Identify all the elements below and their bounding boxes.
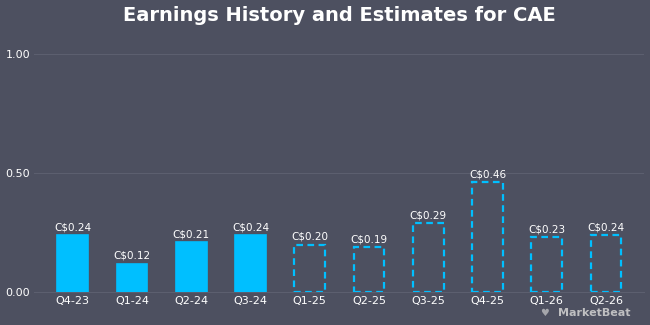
- Bar: [294, 244, 325, 292]
- Text: C$0.21: C$0.21: [173, 229, 210, 239]
- Bar: [117, 264, 148, 292]
- Text: MarketBeat: MarketBeat: [558, 308, 630, 318]
- Bar: [413, 223, 444, 292]
- Bar: [235, 235, 266, 292]
- Bar: [176, 242, 207, 292]
- Bar: [591, 235, 621, 292]
- Text: C$0.24: C$0.24: [232, 222, 269, 232]
- Text: ♥: ♥: [541, 308, 549, 318]
- Bar: [57, 235, 88, 292]
- Bar: [531, 237, 562, 292]
- Text: C$0.12: C$0.12: [114, 251, 151, 261]
- Text: C$0.19: C$0.19: [350, 234, 387, 244]
- Text: C$0.24: C$0.24: [588, 222, 625, 232]
- Text: C$0.24: C$0.24: [55, 222, 92, 232]
- Text: C$0.20: C$0.20: [291, 232, 328, 242]
- Text: C$0.23: C$0.23: [528, 225, 566, 235]
- Bar: [472, 182, 503, 292]
- Text: C$0.29: C$0.29: [410, 210, 447, 220]
- Text: C$0.46: C$0.46: [469, 170, 506, 180]
- Bar: [354, 247, 384, 292]
- Title: Earnings History and Estimates for CAE: Earnings History and Estimates for CAE: [123, 6, 556, 25]
